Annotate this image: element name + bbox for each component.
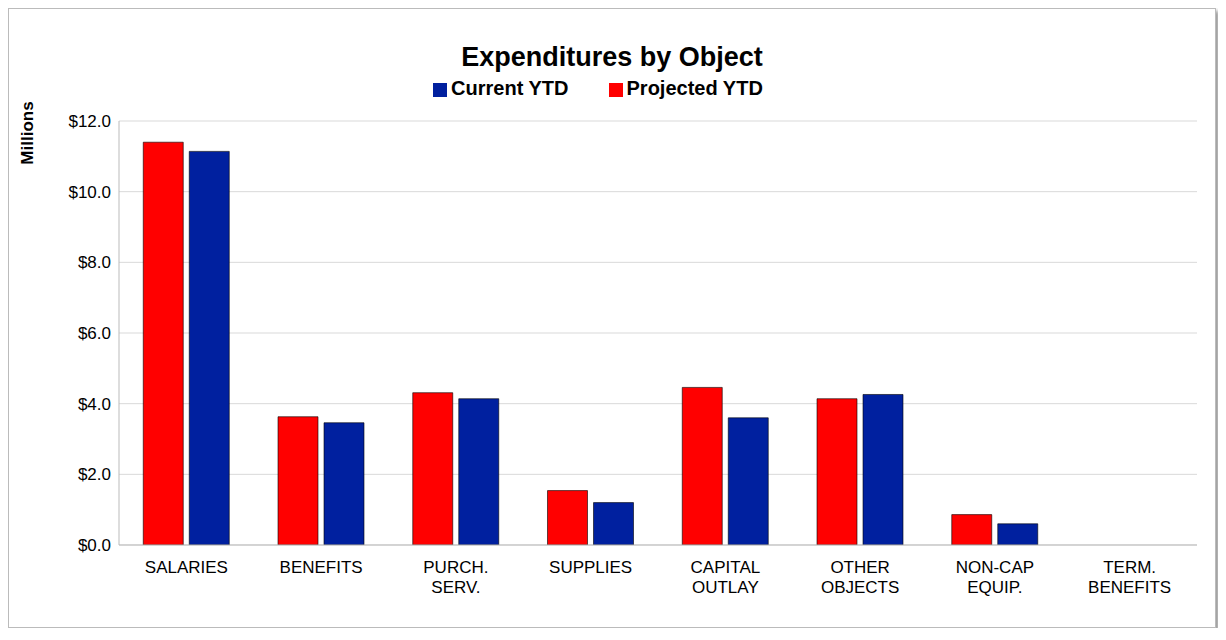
svg-text:Millions: Millions bbox=[18, 101, 37, 164]
svg-text:$0.0: $0.0 bbox=[78, 536, 111, 555]
svg-text:SALARIES: SALARIES bbox=[145, 558, 228, 577]
svg-text:$8.0: $8.0 bbox=[78, 253, 111, 272]
svg-text:TERM.BENEFITS: TERM.BENEFITS bbox=[1088, 558, 1171, 597]
svg-text:$6.0: $6.0 bbox=[78, 324, 111, 343]
svg-text:OTHEROBJECTS: OTHEROBJECTS bbox=[821, 558, 899, 597]
html-text:Current YTD: Current YTD bbox=[451, 77, 569, 99]
svg-text:CAPITALOUTLAY: CAPITALOUTLAY bbox=[691, 558, 761, 597]
svg-text:$12.0: $12.0 bbox=[68, 112, 111, 131]
svg-text:SUPPLIES: SUPPLIES bbox=[549, 558, 632, 577]
svg-text:BENEFITS: BENEFITS bbox=[280, 558, 363, 577]
html-text:Expenditures by Object: Expenditures by Object bbox=[461, 42, 763, 72]
svg-text:$10.0: $10.0 bbox=[68, 183, 111, 202]
svg-text:PURCH.SERV.: PURCH.SERV. bbox=[423, 558, 488, 597]
svg-text:$2.0: $2.0 bbox=[78, 465, 111, 484]
svg-text:NON-CAPEQUIP.: NON-CAPEQUIP. bbox=[956, 558, 1034, 597]
svg-text:$4.0: $4.0 bbox=[78, 395, 111, 414]
html-text:Projected YTD: Projected YTD bbox=[626, 77, 763, 99]
